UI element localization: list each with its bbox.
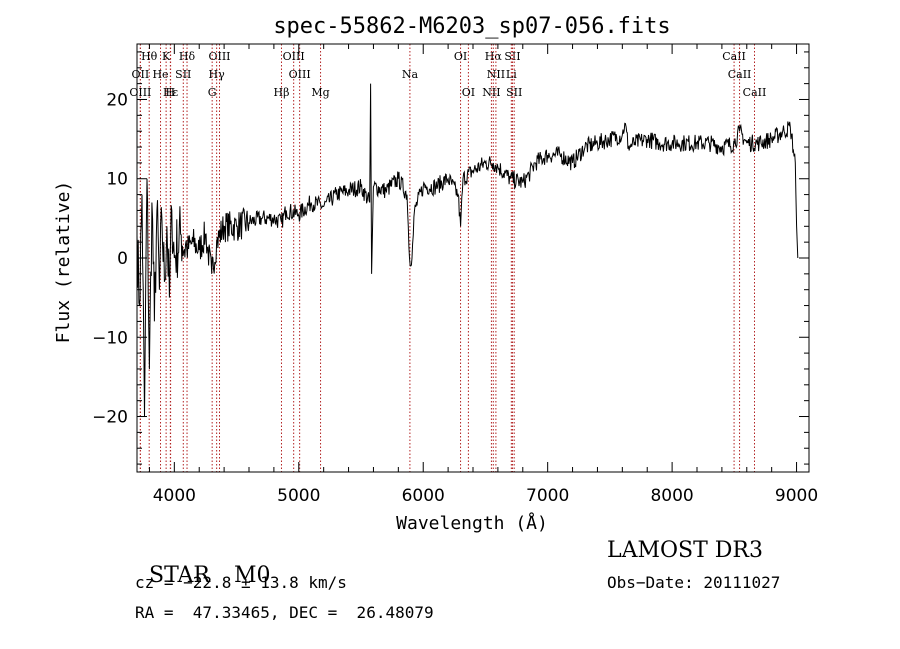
- y-tick-label: 10: [106, 170, 128, 190]
- spectral-line-label-11: SII: [175, 68, 191, 81]
- spectral-line-label-13: OIII: [289, 68, 311, 81]
- spectral-line-label-5: OI: [454, 50, 467, 63]
- spectral-line-label-1: K: [162, 50, 171, 63]
- spectral-line-label-9: OII: [132, 68, 150, 81]
- obs-date-label: Obs−Date: 20111027: [607, 573, 781, 592]
- flux-series-line: [136, 83, 799, 417]
- spectral-line-label-2: Hδ: [179, 50, 196, 63]
- y-tick-label: −10: [92, 328, 128, 348]
- spectral-line-label-27: H: [166, 86, 176, 99]
- spectral-line-label-6: Hα: [485, 50, 503, 63]
- x-tick-label: 4000: [153, 486, 196, 506]
- x-tick-label: 9000: [775, 486, 818, 506]
- spectral-line-label-15: NII: [487, 68, 505, 81]
- y-tick-label: −20: [92, 408, 128, 428]
- spectral-line-label-21: Hβ: [274, 86, 290, 99]
- spectral-line-label-26: CaII: [743, 86, 767, 99]
- coordinates-label: RA = 47.33465, DEC = 26.48079: [135, 603, 434, 622]
- spectral-line-label-7: SII: [504, 50, 520, 63]
- spectral-line-label-23: OI: [462, 86, 475, 99]
- x-tick-label: 6000: [402, 486, 445, 506]
- spectral-line-label-0: Hθ: [141, 50, 158, 63]
- spectral-line-label-22: Mg: [311, 86, 329, 99]
- spectral-line-label-18: OIII: [129, 86, 151, 99]
- spectral-line-label-24: NII: [482, 86, 500, 99]
- y-axis-label: Flux (relative): [53, 181, 74, 344]
- subclass-label: M0: [234, 563, 271, 588]
- spectral-line-label-3: OIII: [208, 50, 230, 63]
- spectral-line-label-14: Na: [402, 68, 419, 81]
- redshift-label: cz = −22.8 ± 13.8 km/s: [135, 573, 347, 592]
- spectral-line-label-17: CaII: [728, 68, 752, 81]
- spectral-line-label-16: Li: [506, 68, 517, 81]
- class-label: STAR: [149, 563, 210, 588]
- plot-frame: [136, 43, 810, 473]
- x-axis-label: Wavelength (Å): [396, 512, 548, 534]
- y-tick-label: 20: [106, 90, 128, 110]
- survey-label: LAMOST DR3: [607, 538, 763, 563]
- flux-series-layer: [136, 83, 799, 417]
- spectral-line-label-19: Hε: [163, 86, 179, 99]
- x-tick-label: 5000: [277, 486, 320, 506]
- spectral-line-label-8: CaII: [722, 50, 746, 63]
- x-tick-label: 7000: [526, 486, 569, 506]
- chart-title: spec-55862-M6203_sp07-056.fits: [273, 14, 670, 39]
- axis-ticks: 4000 5000 6000 7000 8000 9000 −20 −10 0 10 20: [92, 44, 818, 506]
- spectral-line-label-20: G: [208, 86, 217, 99]
- spectral-line-label-10: He: [152, 68, 168, 81]
- spectral-line-label-4: OIII: [283, 50, 305, 63]
- y-tick-label: 0: [117, 249, 128, 269]
- object-class: STAR M0: [135, 538, 271, 588]
- x-tick-label: 8000: [650, 486, 693, 506]
- spectral-line-label-25: SII: [506, 86, 522, 99]
- spectral-line-label-12: Hγ: [209, 68, 226, 81]
